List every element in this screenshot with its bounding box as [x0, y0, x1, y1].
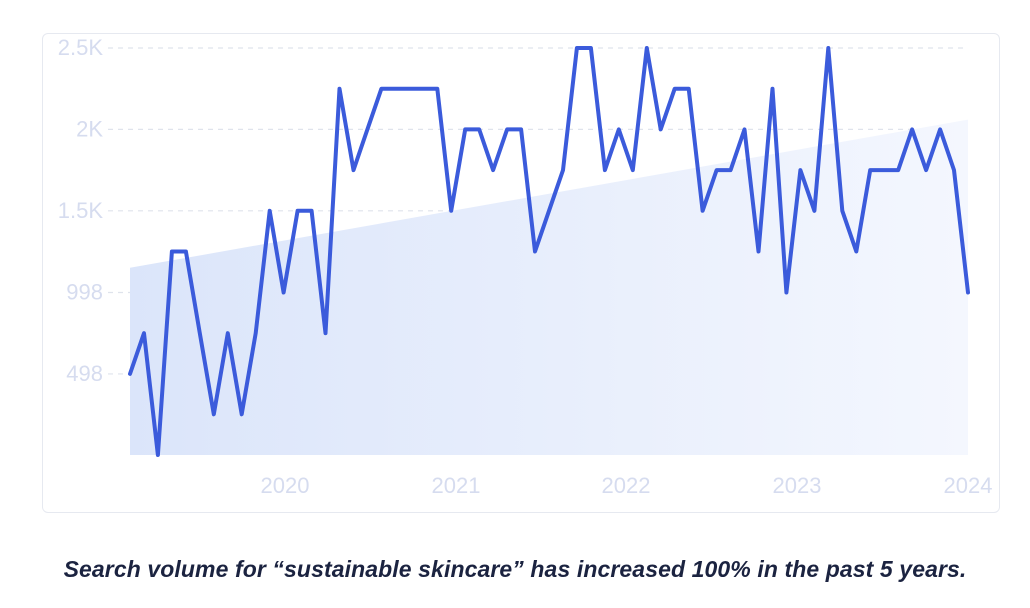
- data-point: [435, 87, 439, 91]
- data-point: [198, 331, 202, 335]
- data-point: [575, 46, 579, 50]
- data-point: [519, 127, 523, 131]
- data-point: [715, 168, 719, 172]
- data-point: [463, 127, 467, 131]
- x-tick-label: 2023: [773, 473, 822, 498]
- data-point: [938, 127, 942, 131]
- data-point: [798, 168, 802, 172]
- x-axis-ticks: 2020 2021 2022 2023 2024: [261, 473, 993, 498]
- y-tick-label: 498: [66, 361, 103, 386]
- x-tick-label: 2022: [602, 473, 651, 498]
- data-point: [491, 168, 495, 172]
- data-point: [868, 168, 872, 172]
- data-point: [310, 209, 314, 213]
- data-point: [407, 87, 411, 91]
- data-point: [240, 412, 244, 416]
- x-tick-label: 2021: [432, 473, 481, 498]
- data-point: [338, 87, 342, 91]
- data-point: [421, 87, 425, 91]
- data-point: [365, 127, 369, 131]
- data-point: [896, 168, 900, 172]
- data-point: [966, 291, 970, 295]
- data-point: [854, 250, 858, 254]
- data-point: [603, 168, 607, 172]
- chart-card: 498 998 1.5K 2K 2.5K 2020 2021 2022 2023 2024: [42, 33, 1000, 513]
- data-point: [757, 250, 761, 254]
- data-point: [840, 209, 844, 213]
- data-point: [184, 250, 188, 254]
- data-point: [393, 87, 397, 91]
- series-line-sustainable-skincare: [128, 46, 970, 457]
- data-point: [212, 412, 216, 416]
- data-point: [784, 291, 788, 295]
- data-point: [296, 209, 300, 213]
- data-point: [351, 168, 355, 172]
- data-point: [924, 168, 928, 172]
- data-point: [617, 127, 621, 131]
- data-point: [254, 331, 258, 335]
- data-point: [882, 168, 886, 172]
- data-point: [282, 291, 286, 295]
- data-point: [268, 209, 272, 213]
- data-point: [952, 168, 956, 172]
- y-tick-label: 998: [66, 280, 103, 305]
- data-point: [156, 453, 160, 457]
- data-point: [770, 87, 774, 91]
- data-point: [812, 209, 816, 213]
- data-point: [547, 209, 551, 213]
- search-volume-chart: 498 998 1.5K 2K 2.5K 2020 2021 2022 2023 2024: [58, 35, 993, 498]
- data-point: [505, 127, 509, 131]
- data-point: [589, 46, 593, 50]
- data-point: [687, 87, 691, 91]
- data-point: [477, 127, 481, 131]
- data-point: [379, 87, 383, 91]
- trend-area: [130, 119, 968, 455]
- data-point: [910, 127, 914, 131]
- data-point: [561, 168, 565, 172]
- data-point: [128, 372, 132, 376]
- data-point: [673, 87, 677, 91]
- series-line: [128, 46, 970, 457]
- data-point: [170, 250, 174, 254]
- x-tick-label: 2024: [944, 473, 993, 498]
- y-tick-label: 2K: [76, 116, 103, 141]
- data-point: [659, 127, 663, 131]
- y-tick-label: 1.5K: [58, 198, 104, 223]
- data-point: [142, 331, 146, 335]
- y-tick-label: 2.5K: [58, 35, 104, 60]
- data-point: [645, 46, 649, 50]
- data-point: [701, 209, 705, 213]
- data-point: [449, 209, 453, 213]
- y-axis-ticks: 498 998 1.5K 2K 2.5K: [58, 35, 104, 386]
- x-tick-label: 2020: [261, 473, 310, 498]
- data-point: [631, 168, 635, 172]
- data-point: [226, 331, 230, 335]
- data-point: [743, 127, 747, 131]
- data-point: [533, 250, 537, 254]
- data-point: [729, 168, 733, 172]
- trend-area-fill: [130, 119, 968, 455]
- data-point: [324, 331, 328, 335]
- chart-caption: Search volume for “sustainable skincare”…: [63, 556, 967, 582]
- data-point: [826, 46, 830, 50]
